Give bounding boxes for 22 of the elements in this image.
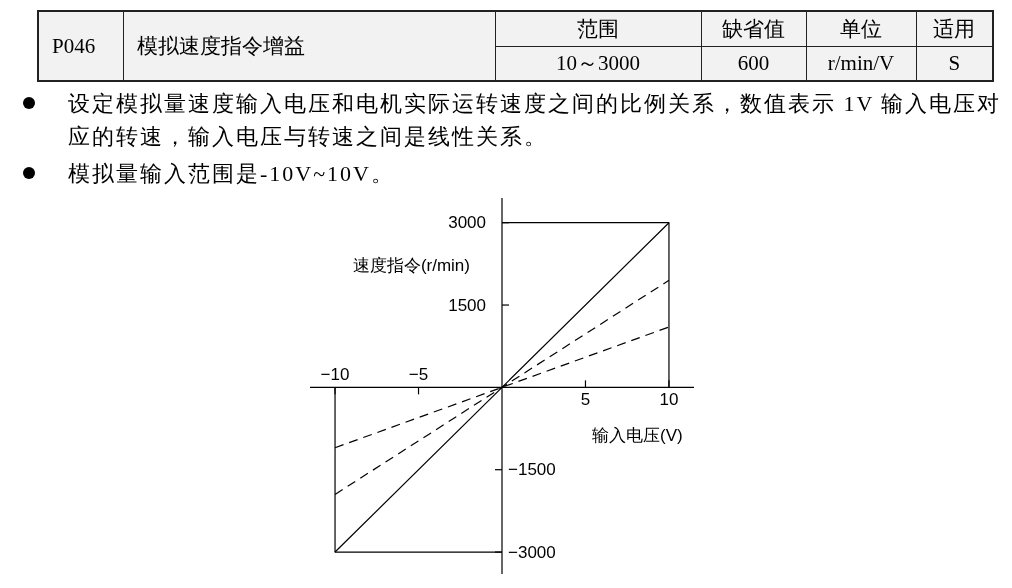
text: 缺省值 (701, 11, 806, 46)
text: 模拟量输入范围是-10V~10V。 (68, 161, 396, 186)
y-axis-title: 速度指令(r/min) (352, 255, 470, 275)
text: P046 (38, 11, 123, 81)
y2-tick-label: −1500 (508, 460, 556, 480)
text: 设定模拟量速度输入电压和电机实际运转速度之间的比例关系，数值表示 1V 输入电压对应的转速，输入电压与转速之间是线性关系。 (68, 91, 1002, 149)
x-tick-label: 5 (580, 389, 591, 409)
y-tick-label: 1500 (448, 295, 486, 315)
text: 10～3000 (495, 46, 701, 81)
y2-tick-label: −3000 (508, 542, 556, 562)
text: S (916, 46, 993, 81)
x-axis-title: 输入电压(V) (592, 425, 683, 445)
x-tick-label: 10 (659, 389, 679, 409)
text: 适用 (916, 11, 993, 46)
text: 单位 (806, 11, 916, 46)
text: r/min/V (806, 46, 916, 81)
y-tick-label: 3000 (448, 213, 486, 233)
text: 600 (701, 46, 806, 81)
text: 模拟速度指令增益 (123, 11, 495, 81)
x2-tick-label: −10 (320, 364, 350, 384)
x2-tick-label: −5 (408, 364, 429, 384)
text: 范围 (495, 11, 701, 46)
